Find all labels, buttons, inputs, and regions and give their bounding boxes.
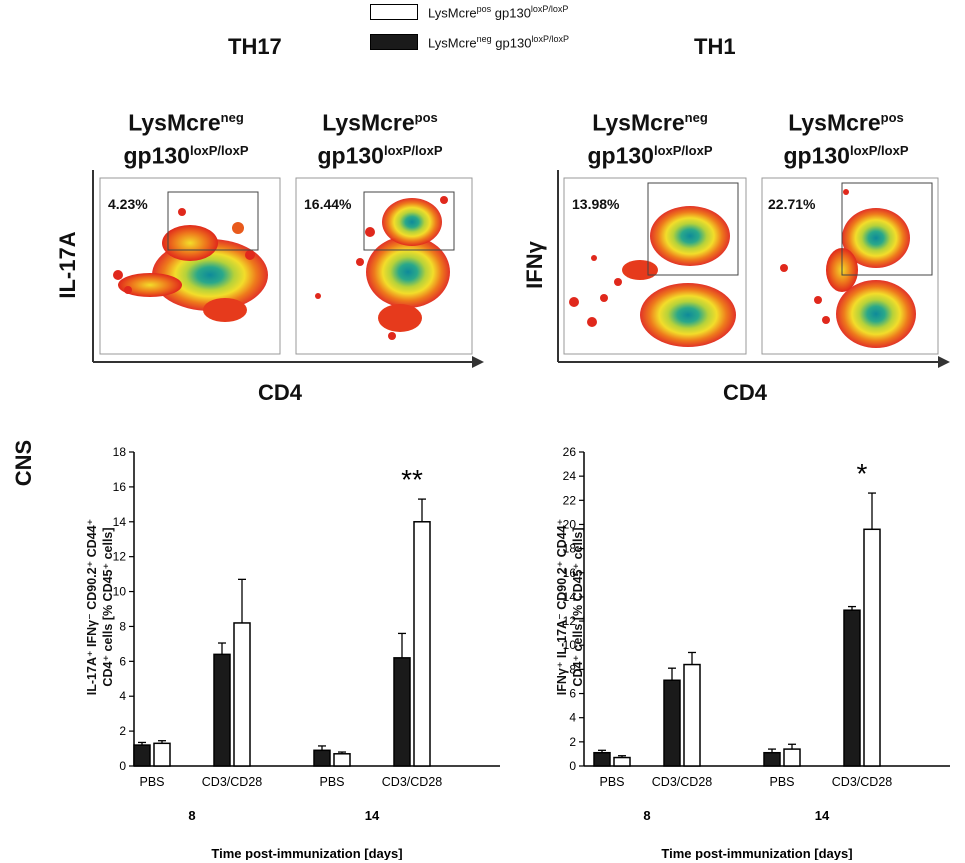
th1-plot-2 [761,177,939,355]
th17-gate-percent-1: 4.23% [108,196,148,212]
y-tick-label: 12 [563,614,577,628]
y-tick-label: 2 [119,724,126,738]
legend-item-neg: LysMcreneg gp130loxP/loxP [370,34,569,50]
chart-il17a: 0 2 4 6 8 10 12 14 16 18 PBS CD3/CD28 PBS CD3/CD28 8 14… [113,445,500,860]
th17-axes [92,170,484,368]
bar-pos [613,756,631,767]
th17-panel2-header: LysMcrepos gp130loxP/loxP [317,109,443,169]
day-label: 14 [365,808,380,823]
y-tick-label: 8 [569,662,576,676]
legend-item-pos: LysMcrepos gp130loxP/loxP [370,4,568,20]
bar-pos [233,622,251,767]
th1-axes [557,170,950,368]
bar-neg [843,609,861,767]
y-tick-label: 18 [113,445,127,459]
x-category-label: PBS [769,775,794,789]
legend-label-neg: LysMcreneg gp130loxP/loxP [428,34,569,51]
flow-cytometry-plots [92,170,950,368]
bar-pos [413,521,431,767]
bar-neg [593,751,611,767]
y-tick-label: 24 [563,469,577,483]
y-tick-label: 10 [563,638,577,652]
y-tick-label: 10 [113,585,127,599]
y-tick-label: 18 [563,542,577,556]
th17-x-axis-label: CD4 [258,380,303,405]
x-category-label: CD3/CD28 [202,775,262,789]
y-tick-label: 4 [569,711,576,725]
y-tick-label: 0 [569,759,576,773]
y-tick-label: 16 [563,566,577,580]
bar-neg [213,653,231,767]
th17-plot-1 [99,177,281,355]
legend-swatch-white [370,4,418,21]
y-tick-label: 14 [563,590,577,604]
th1-y-axis-label: IFNγ [522,241,547,289]
th1-x-axis-label: CD4 [723,380,768,405]
significance-marker: ** [401,464,423,495]
bar-neg [763,751,781,767]
th17-y-axis-label: IL-17A [55,231,80,299]
day-label: 8 [188,808,195,823]
bar-neg [393,657,411,767]
y-tick-label: 14 [113,515,127,529]
th17-title: TH17 [228,34,282,59]
bar-pos [153,742,171,767]
x-category-label: PBS [599,775,624,789]
th1-plot-1 [563,177,747,355]
y-tick-label: 6 [119,654,126,668]
bar-pos [683,663,701,767]
bar-neg [663,679,681,767]
x-category-label: CD3/CD28 [382,775,442,789]
x-category-label: CD3/CD28 [832,775,892,789]
x-category-label: PBS [319,775,344,789]
legend-label-pos: LysMcrepos gp130loxP/loxP [428,4,569,21]
day-label: 14 [815,808,830,823]
legend-swatch-black [370,34,418,51]
bar-neg [133,744,151,767]
y-tick-label: 12 [113,550,127,564]
th17-panel1-header: LysMcreneg gp130loxP/loxP [123,109,249,169]
th1-panel1-header: LysMcreneg gp130loxP/loxP [587,109,713,169]
y-tick-label: 8 [119,619,126,633]
day-label: 8 [643,808,650,823]
significance-marker: * [857,458,868,489]
x-axis-title: Time post-immunization [days] [211,846,402,860]
y-tick-label: 26 [563,445,577,459]
y-tick-label: 20 [563,517,577,531]
x-category-label: CD3/CD28 [652,775,712,789]
y-tick-label: 16 [113,480,127,494]
th1-gate-percent-2: 22.71% [768,196,816,212]
th1-panel2-header: LysMcrepos gp130loxP/loxP [783,109,909,169]
th17-gate-percent-2: 16.44% [304,196,352,212]
x-category-label: PBS [139,775,164,789]
y-tick-label: 2 [569,735,576,749]
cns-label: CNS [11,439,36,487]
bar-pos [333,753,351,767]
y-tick-label: 0 [119,759,126,773]
th17-plot-2 [295,177,473,355]
y-tick-label: 22 [563,493,577,507]
th1-title: TH1 [694,34,736,59]
bar-pos [863,528,881,767]
y-tick-label: 4 [119,689,126,703]
bar-neg [313,749,331,767]
th1-gate-percent-1: 13.98% [572,196,620,212]
x-axis-title: Time post-immunization [days] [661,846,852,860]
bar-pos [783,748,801,767]
y-tick-label: 6 [569,687,576,701]
